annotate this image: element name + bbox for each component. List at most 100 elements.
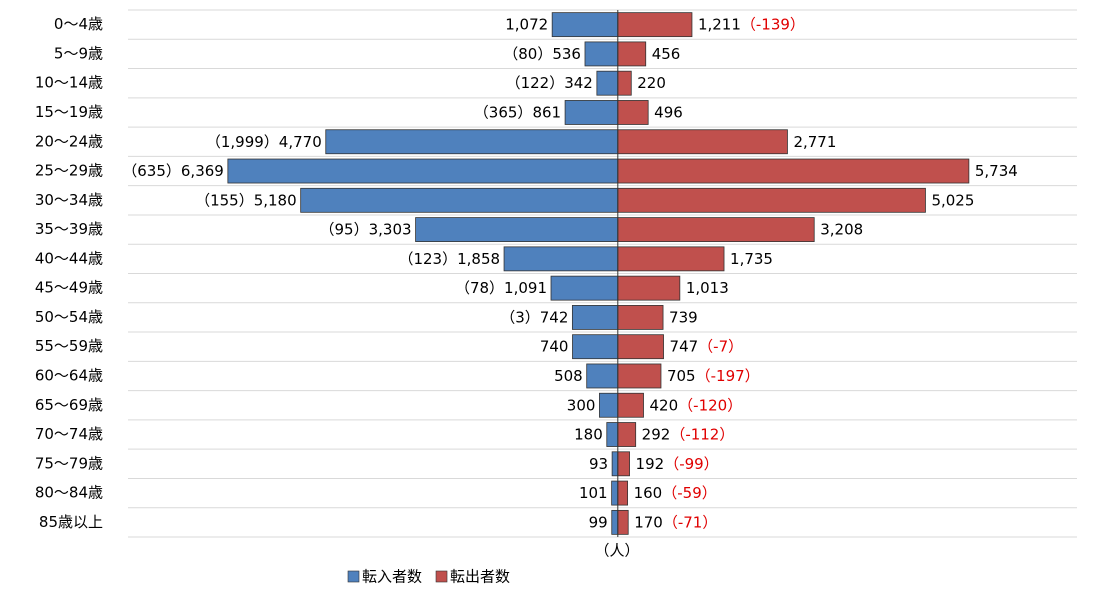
net-label: （1,999）	[206, 132, 279, 150]
value-text: 220	[637, 74, 666, 92]
category-label: 35〜39歳	[35, 220, 103, 238]
value-label: 1,013	[686, 279, 729, 297]
category-label: 10〜14歳	[35, 74, 103, 92]
value-text: 292	[642, 425, 671, 443]
value-label: 508	[554, 366, 583, 384]
value-text: 742	[540, 308, 569, 326]
bar	[300, 187, 619, 213]
value-label: 5,734	[975, 162, 1018, 180]
value-label: （635）6,369	[122, 162, 224, 180]
bar	[564, 100, 619, 125]
bar	[325, 129, 619, 155]
value-label: 1,211（-139）	[698, 15, 805, 33]
category-label: 15〜19歳	[35, 103, 103, 121]
bar	[586, 363, 619, 389]
bar	[617, 305, 664, 330]
net-label: （-139）	[741, 15, 805, 33]
value-label: （365）861	[474, 103, 561, 121]
net-label: （80）	[503, 44, 552, 62]
value-text: 3,303	[369, 220, 412, 238]
value-label: （80）536	[503, 44, 581, 62]
value-text: 5,025	[931, 191, 974, 209]
bar	[596, 70, 619, 96]
value-label: （122）342	[506, 74, 593, 92]
category-label: 20〜24歳	[35, 132, 103, 150]
bar	[606, 422, 619, 447]
value-text: 342	[564, 74, 593, 92]
value-text: 705	[667, 366, 696, 384]
value-text: 192	[636, 454, 665, 472]
category-label: 40〜44歳	[35, 249, 103, 267]
net-label: （-99）	[664, 454, 719, 472]
value-label: 739	[669, 308, 698, 326]
category-label: 55〜59歳	[35, 337, 103, 355]
category-label: 30〜34歳	[35, 191, 103, 209]
value-text: 93	[589, 454, 608, 472]
value-label: （155）5,180	[195, 191, 297, 209]
net-label: （122）	[506, 74, 565, 92]
bar	[617, 363, 662, 389]
value-label: 180	[574, 425, 603, 443]
bar	[599, 392, 619, 418]
value-label: 93	[589, 454, 608, 472]
value-text: 160	[634, 484, 663, 502]
bar	[617, 100, 649, 125]
net-label: （78）	[455, 279, 504, 297]
value-text: 300	[567, 396, 596, 414]
net-label: （95）	[320, 220, 369, 238]
value-text: 508	[554, 366, 583, 384]
bar	[617, 451, 630, 477]
bar	[617, 480, 629, 506]
category-label: 5〜9歳	[54, 44, 103, 62]
value-label: （123）1,858	[398, 249, 500, 267]
legend-label: 転入者数	[362, 568, 422, 586]
value-text: 5,180	[254, 191, 297, 209]
value-label: 160（-59）	[634, 484, 717, 502]
value-text: 740	[540, 337, 569, 355]
net-label: （365）	[474, 103, 533, 121]
category-label: 65〜69歳	[35, 396, 103, 414]
value-text: 1,858	[457, 249, 500, 267]
value-text: 5,734	[975, 162, 1018, 180]
net-label: （155）	[195, 191, 254, 209]
bar	[503, 246, 619, 272]
bar	[611, 451, 619, 477]
value-text: 739	[669, 308, 698, 326]
legend-swatch	[435, 570, 448, 583]
bar	[617, 509, 629, 535]
bar	[617, 275, 681, 301]
value-text: 1,211	[698, 15, 741, 33]
value-text: 536	[552, 44, 581, 62]
net-label: （-112）	[670, 425, 734, 443]
value-text: 3,208	[820, 220, 863, 238]
bar	[227, 158, 619, 184]
net-label: （-71）	[663, 513, 718, 531]
value-label: 101	[579, 484, 608, 502]
value-text: 180	[574, 425, 603, 443]
value-label: 192（-99）	[636, 454, 719, 472]
category-label: 25〜29歳	[35, 162, 103, 180]
value-text: 747	[670, 337, 699, 355]
bar	[617, 129, 788, 155]
bar	[617, 422, 637, 447]
bar	[572, 334, 619, 360]
value-label: 705（-197）	[667, 366, 760, 384]
value-text: 6,369	[181, 162, 224, 180]
category-label: 80〜84歳	[35, 484, 103, 502]
bar	[617, 217, 815, 242]
value-text: 4,770	[279, 132, 322, 150]
bar	[617, 70, 632, 96]
value-label: 1,735	[730, 249, 773, 267]
bar	[611, 509, 619, 535]
legend-label: 転出者数	[450, 568, 510, 586]
category-label: 70〜74歳	[35, 425, 103, 443]
category-label: 75〜79歳	[35, 454, 103, 472]
category-label: 45〜49歳	[35, 279, 103, 297]
value-text: 101	[579, 484, 608, 502]
value-label: 1,072	[505, 15, 548, 33]
value-label: （3）742	[500, 308, 568, 326]
unit-label: （人）	[594, 542, 639, 560]
category-label: 85歳以上	[39, 513, 103, 531]
net-label: （-7）	[698, 337, 743, 355]
